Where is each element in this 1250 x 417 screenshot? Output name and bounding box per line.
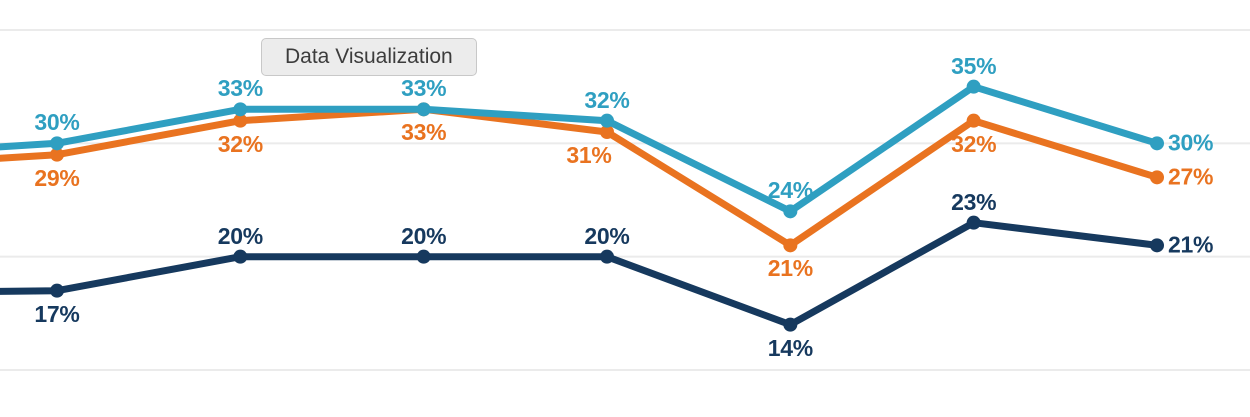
navy-series-data-point[interactable] [783,317,798,332]
orange-series-data-point[interactable] [50,147,64,162]
teal-series-point-label: 35% [951,52,997,79]
orange-series-data-point[interactable] [783,238,798,253]
orange-series-data-point[interactable] [233,113,248,128]
teal-series-point-label: 24% [767,177,813,204]
teal-series-point-label: 30% [34,109,80,136]
navy-series-point-label: 20% [584,222,630,249]
navy-series-line [0,219,1158,329]
navy-series-data-point[interactable] [599,249,614,264]
orange-series-line [0,105,1159,249]
orange-series-point-label: 31% [566,142,612,168]
navy-series-data-point[interactable] [50,283,64,298]
orange-series-point-label: 33% [401,119,447,146]
teal-series-line [0,83,1159,215]
orange-series-data-point[interactable] [599,125,614,139]
orange-series-point-label: 27% [1167,163,1214,190]
navy-series-data-point[interactable] [1149,238,1164,253]
teal-series-data-point[interactable] [783,204,798,219]
orange-series-point-label: 21% [767,255,813,282]
tooltip-text: Data Visualization [285,45,453,68]
navy-series-point-label: 23% [951,188,997,215]
orange-series-data-point[interactable] [966,113,981,128]
teal-series-data-point[interactable] [966,79,981,94]
teal-series-data-point[interactable] [233,102,248,117]
orange-series-point-label: 32% [217,130,263,157]
teal-series-point-label: 32% [584,86,630,113]
navy-series-point-label: 20% [401,222,447,249]
navy-series-point-label: 21% [1167,231,1214,258]
teal-series-data-point[interactable] [416,102,431,117]
orange-series-point-label: 29% [34,164,80,191]
teal-series-point-label: 30% [1167,129,1214,156]
teal-series-point-label: 33% [217,75,263,102]
navy-series-data-point[interactable] [233,249,248,264]
navy-series-point-label: 20% [217,222,263,249]
navy-series-point-label: 17% [34,300,80,327]
orange-series-data-point[interactable] [1149,170,1164,185]
teal-series-data-point[interactable] [599,113,614,128]
tooltip: Data Visualization [261,38,477,76]
orange-series-point-label: 32% [951,130,997,157]
navy-series-data-point[interactable] [416,249,431,264]
navy-series-point-label: 14% [767,334,813,361]
teal-series-point-label: 33% [401,75,447,102]
teal-series-data-point[interactable] [1149,136,1164,151]
navy-series-data-point[interactable] [966,215,981,230]
teal-series-data-point[interactable] [50,136,64,151]
